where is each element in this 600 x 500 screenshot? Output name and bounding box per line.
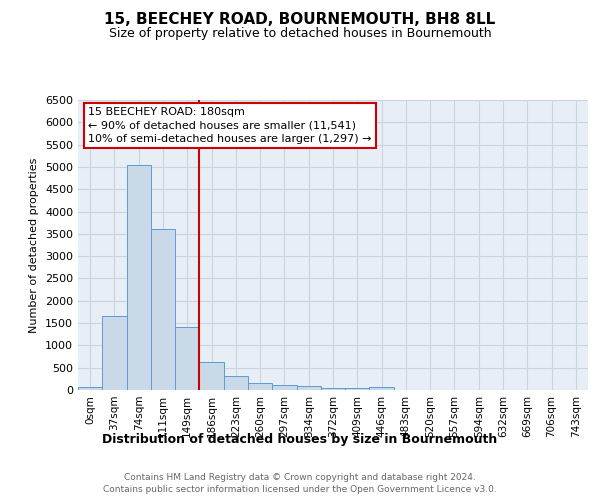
Bar [151, 230, 175, 390]
Text: 15 BEECHEY ROAD: 180sqm
← 90% of detached houses are smaller (11,541)
10% of sem: 15 BEECHEY ROAD: 180sqm ← 90% of detache… [88, 108, 372, 144]
Text: Contains public sector information licensed under the Open Government Licence v3: Contains public sector information licen… [103, 485, 497, 494]
Text: Contains HM Land Registry data © Crown copyright and database right 2024.: Contains HM Land Registry data © Crown c… [124, 472, 476, 482]
Bar [296, 386, 321, 390]
Bar [272, 385, 296, 390]
Bar [248, 383, 272, 390]
Bar [199, 362, 224, 390]
Bar [321, 388, 345, 390]
Text: Size of property relative to detached houses in Bournemouth: Size of property relative to detached ho… [109, 28, 491, 40]
Bar [345, 388, 370, 390]
Bar [370, 388, 394, 390]
Text: 15, BEECHEY ROAD, BOURNEMOUTH, BH8 8LL: 15, BEECHEY ROAD, BOURNEMOUTH, BH8 8LL [104, 12, 496, 28]
Bar [224, 376, 248, 390]
Bar [78, 386, 102, 390]
Bar [175, 326, 199, 390]
Y-axis label: Number of detached properties: Number of detached properties [29, 158, 40, 332]
Text: Distribution of detached houses by size in Bournemouth: Distribution of detached houses by size … [103, 432, 497, 446]
Bar [127, 164, 151, 390]
Bar [102, 316, 127, 390]
